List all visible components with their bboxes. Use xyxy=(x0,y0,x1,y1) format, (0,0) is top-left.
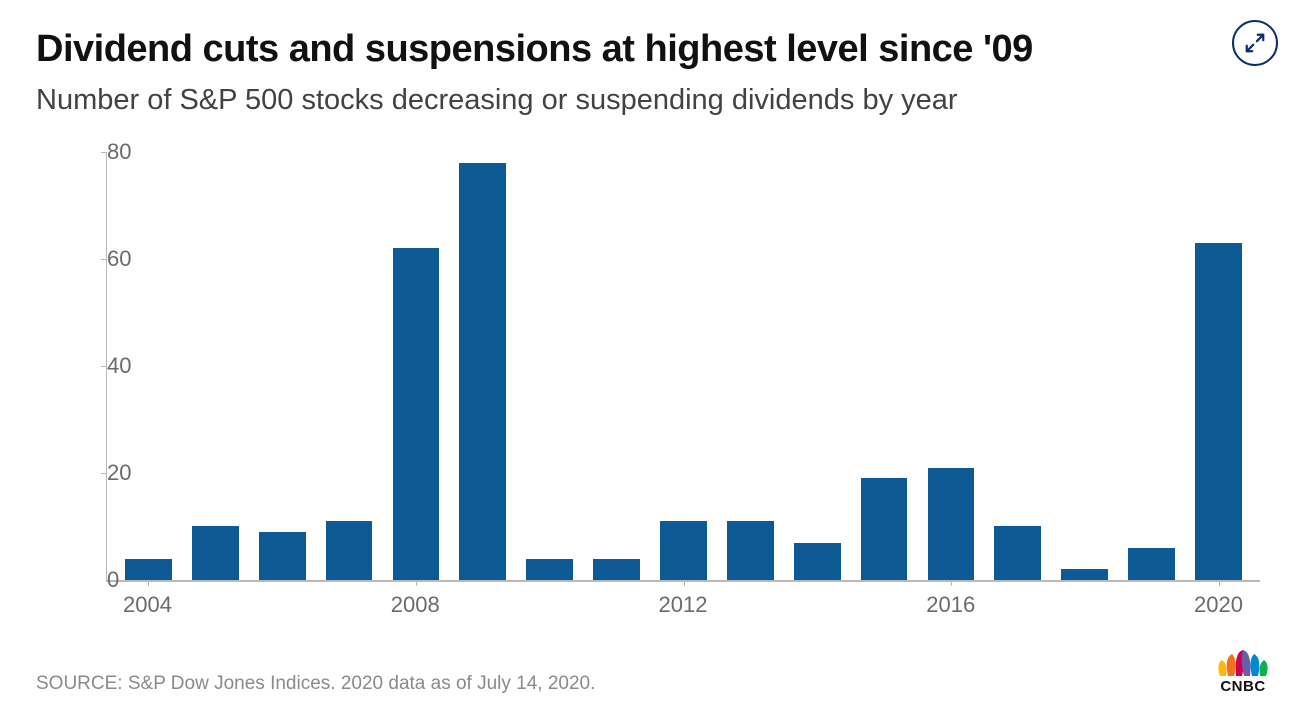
bar xyxy=(1195,243,1242,580)
bar xyxy=(727,521,774,580)
bar xyxy=(794,543,841,580)
bar xyxy=(994,526,1041,580)
y-axis-tick-label: 40 xyxy=(107,353,117,379)
bar xyxy=(125,559,172,580)
chart-subtitle: Number of S&P 500 stocks decreasing or s… xyxy=(36,82,1270,118)
chart-title: Dividend cuts and suspensions at highest… xyxy=(36,28,1270,72)
expand-icon[interactable] xyxy=(1232,20,1278,66)
bar xyxy=(326,521,373,580)
bar xyxy=(459,163,506,580)
bar xyxy=(1128,548,1175,580)
y-axis-tick-label: 80 xyxy=(107,139,117,165)
bar xyxy=(861,478,908,580)
bar-chart: 020406080 20042008201220162020 xyxy=(36,152,1270,622)
y-axis-tick-label: 60 xyxy=(107,246,117,272)
x-axis-tick-label: 2020 xyxy=(1194,592,1243,618)
x-axis-tick-label: 2004 xyxy=(123,592,172,618)
x-axis-tick-label: 2012 xyxy=(659,592,708,618)
y-axis-tick-label: 20 xyxy=(107,460,117,486)
bar xyxy=(192,526,239,580)
source-attribution: SOURCE: S&P Dow Jones Indices. 2020 data… xyxy=(36,673,595,695)
x-axis-tick-label: 2016 xyxy=(926,592,975,618)
bar xyxy=(393,248,440,580)
cnbc-logo-text: CNBC xyxy=(1220,678,1265,695)
bar xyxy=(259,532,306,580)
bar xyxy=(593,559,640,580)
bar xyxy=(928,468,975,580)
x-axis-tick-label: 2008 xyxy=(391,592,440,618)
bar xyxy=(660,521,707,580)
cnbc-logo: CNBC xyxy=(1216,646,1270,695)
bar xyxy=(1061,569,1108,580)
bar xyxy=(526,559,573,580)
